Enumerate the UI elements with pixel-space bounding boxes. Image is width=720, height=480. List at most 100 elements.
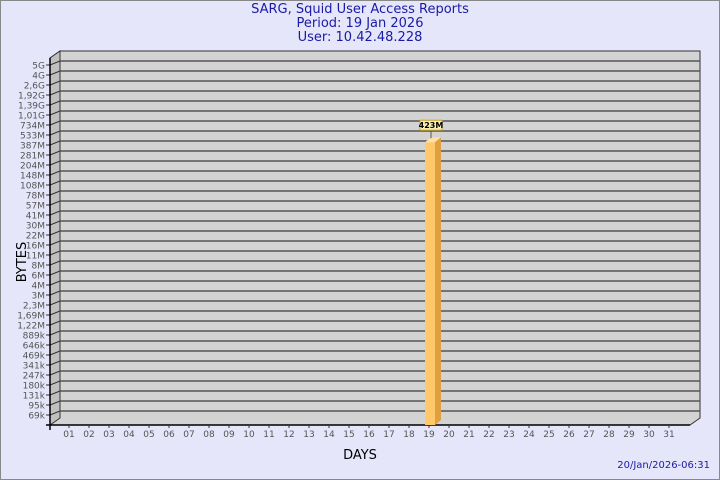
y-tick-label: 734M	[20, 122, 45, 132]
plot-area	[49, 50, 701, 426]
y-tick-slant	[49, 160, 61, 166]
y-tick-slant	[49, 90, 61, 96]
y-tick-label: 148M	[20, 172, 45, 182]
y-tick-label: 1,39G	[18, 102, 45, 112]
y-tick-label: 2,3M	[23, 302, 45, 312]
y-tick-label: 8M	[32, 262, 46, 272]
y-tick-slant	[49, 60, 61, 66]
y-tick-slant	[49, 200, 61, 206]
y-tick-slant	[49, 150, 61, 156]
x-tick-label: 10	[243, 430, 255, 440]
x-tick-label: 07	[183, 430, 194, 440]
x-tick-label: 01	[63, 430, 74, 440]
y-tick-label: 16M	[26, 242, 45, 252]
y-tick-slant	[49, 350, 61, 356]
data-label-box	[419, 119, 443, 131]
y-tick-slant	[49, 100, 61, 106]
y-tick-label: 2,6G	[24, 82, 45, 92]
y-tick-label: 95k	[28, 402, 45, 412]
x-tick-label: 04	[123, 430, 135, 440]
y-tick-slant	[49, 110, 61, 116]
x-tick-label: 09	[223, 430, 235, 440]
y-tick-label: 5G	[32, 62, 45, 72]
y-tick-label: 69k	[28, 412, 45, 422]
y-tick-slant	[49, 400, 61, 406]
y-tick-label: 4G	[32, 72, 45, 82]
y-tick-label: 247k	[23, 372, 46, 382]
x-tick-label: 28	[603, 430, 615, 440]
x-tick-label: 13	[303, 430, 314, 440]
y-tick-slant	[49, 270, 61, 276]
y-tick-label: 889k	[23, 332, 46, 342]
left-wall	[49, 50, 61, 426]
data-label: 423M	[419, 121, 444, 130]
y-tick-label: 180k	[23, 382, 46, 392]
x-tick-label: 08	[203, 430, 215, 440]
y-tick-label: 1,01G	[18, 112, 45, 122]
y-tick-label: 204M	[20, 162, 45, 172]
y-tick-slant	[49, 80, 61, 86]
y-tick-slant	[49, 390, 61, 396]
y-tick-label: 469k	[23, 352, 46, 362]
y-tick-slant	[49, 240, 61, 246]
chart-user: User: 10.42.48.228	[297, 30, 423, 45]
x-tick-label: 18	[403, 430, 415, 440]
y-tick-slant	[49, 130, 61, 136]
x-axis-label: DAYS	[343, 448, 377, 463]
y-tick-slant	[49, 330, 61, 336]
y-tick-label: 22M	[26, 232, 45, 242]
y-tick-slant	[49, 250, 61, 256]
chart-period: Period: 19 Jan 2026	[296, 16, 424, 31]
x-tick-label: 15	[343, 430, 354, 440]
y-tick-label: 646k	[23, 342, 46, 352]
y-tick-slant	[49, 210, 61, 216]
x-tick-label: 03	[103, 430, 114, 440]
y-tick-label: 11M	[26, 252, 45, 262]
bar-top-day-19	[425, 137, 441, 143]
timestamp: 20/Jan/2026-06:31	[617, 460, 710, 471]
y-tick-label: 78M	[26, 192, 45, 202]
y-tick-slant	[49, 300, 61, 306]
y-tick-label: 533M	[20, 132, 45, 142]
y-tick-label: 3M	[32, 292, 46, 302]
x-tick-label: 06	[163, 430, 175, 440]
x-tick-label: 16	[363, 430, 375, 440]
y-tick-label: 57M	[26, 202, 45, 212]
y-tick-label: 4M	[32, 282, 46, 292]
bar-day-19	[425, 142, 435, 425]
x-tick-label: 12	[283, 430, 294, 440]
x-tick-label: 11	[263, 430, 274, 440]
y-tick-slant	[49, 310, 61, 316]
y-tick-label: 30M	[26, 222, 45, 232]
chart-title: SARG, Squid User Access Reports	[251, 2, 469, 17]
y-tick-slant	[49, 120, 61, 126]
y-axis-label: BYTES	[14, 241, 30, 283]
y-tick-label: 387M	[20, 142, 45, 152]
x-tick-label: 29	[623, 430, 635, 440]
y-tick-slant	[49, 170, 61, 176]
y-tick-slant	[49, 410, 61, 416]
y-tick-slant	[49, 340, 61, 346]
x-tick-label: 19	[423, 430, 435, 440]
x-tick-label: 22	[483, 430, 494, 440]
y-tick-label: 108M	[20, 182, 45, 192]
x-tick-label: 23	[503, 430, 514, 440]
x-tick-label: 25	[543, 430, 554, 440]
y-tick-label: 131k	[23, 392, 46, 402]
y-tick-slant	[49, 280, 61, 286]
y-tick-slant	[49, 180, 61, 186]
y-tick-slant	[49, 220, 61, 226]
x-tick-label: 24	[523, 430, 535, 440]
y-tick-label: 6M	[32, 272, 46, 282]
x-tick-label: 17	[383, 430, 394, 440]
y-tick-slant	[49, 190, 61, 196]
x-tick-label: 27	[583, 430, 594, 440]
y-tick-slant	[49, 380, 61, 386]
x-tick-label: 14	[323, 430, 335, 440]
bar-side-day-19	[435, 137, 441, 425]
y-tick-slant	[49, 320, 61, 326]
y-tick-slant	[49, 260, 61, 266]
y-tick-label: 41M	[26, 212, 45, 222]
y-tick-slant	[49, 370, 61, 376]
